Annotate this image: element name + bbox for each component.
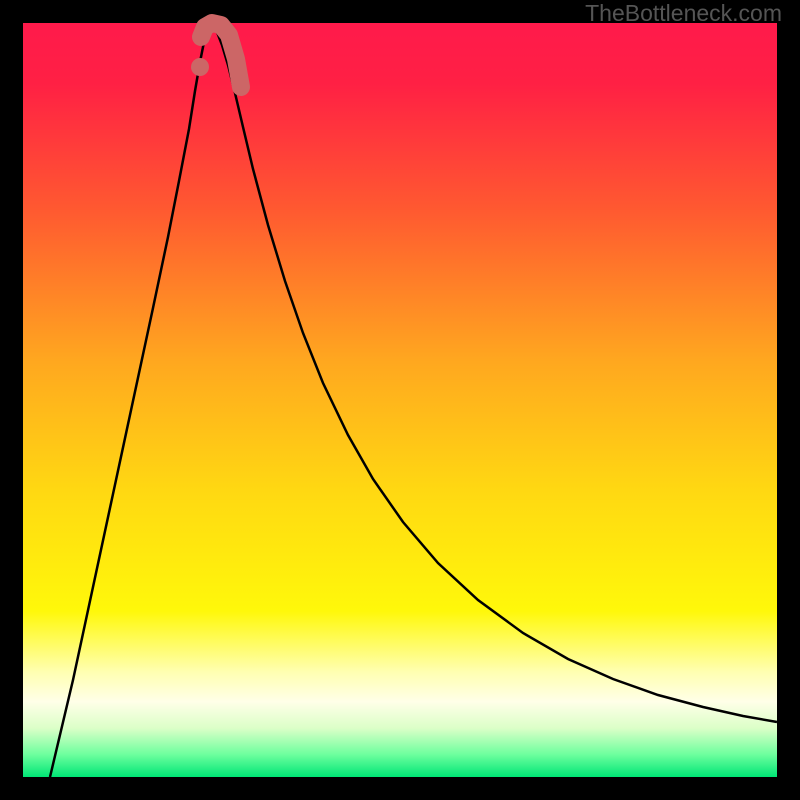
marker-dot bbox=[191, 58, 209, 76]
plot-area bbox=[23, 23, 777, 777]
watermark-text: TheBottleneck.com bbox=[585, 0, 782, 27]
chart-container: TheBottleneck.com bbox=[0, 0, 800, 800]
bottleneck-chart bbox=[0, 0, 800, 800]
